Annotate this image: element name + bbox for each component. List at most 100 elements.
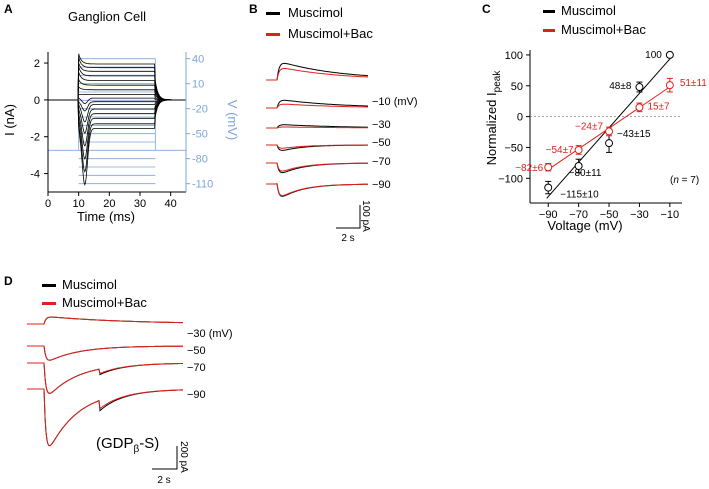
panel-d-scalebar-time: 2 s	[157, 475, 170, 486]
panel-c-point-bac	[574, 145, 583, 154]
panel-c-xtick-label: −10	[661, 209, 680, 221]
panel-d-annotation-post: -S)	[139, 435, 159, 452]
panel-a-y2tick-label: -50	[192, 129, 208, 141]
panel-a-current-traces	[48, 53, 186, 186]
panel-c-letter: C	[482, 2, 491, 16]
panel-a-xtick-label: 20	[103, 198, 115, 210]
panel-a-y2tick-label: 10	[192, 79, 204, 91]
panel-b-trace-muscimol	[266, 183, 368, 197]
panel-b-trace-label-10: −10 (mV)	[372, 96, 418, 108]
panel-b-trace-label-70: −70	[372, 156, 391, 168]
panel-b-legend-bac: Muscimol+Bac	[288, 26, 373, 41]
panel-d-legend-swatch-muscimol	[42, 284, 56, 287]
panel-b-trace-label-90: −90	[372, 179, 391, 191]
panel-a-y2tick-label: 40	[192, 54, 204, 66]
panel-b-scalebar-current: 100 pA	[360, 200, 371, 232]
panel-c-ytick-label: 50	[511, 81, 523, 93]
panel-a-xlabel: Time (ms)	[77, 209, 135, 224]
panel-d-legend-muscimol: Muscimol	[62, 277, 117, 292]
panel-c-xtick-label: −30	[630, 209, 649, 221]
panel-a-y2label: V (mV)	[225, 100, 240, 140]
panel-b-trace-bac	[266, 162, 368, 172]
panel-d-trace-label-30: −30 (mV)	[187, 328, 233, 340]
panel-c-point-bac	[635, 103, 644, 112]
panel-d-annotation-pre: (GDP	[96, 435, 134, 452]
panel-a-current-trace	[48, 99, 186, 147]
panel-b-legend-muscimol: Muscimol	[288, 5, 343, 20]
panel-c-point-muscimol	[605, 139, 614, 148]
panel-a-ylabel: I (nA)	[2, 104, 17, 136]
panel-c-ylabel-sub: peak	[492, 70, 503, 93]
panel-c-legend-bac: Muscimol+Bac	[561, 22, 646, 37]
panel-a-current-trace	[48, 97, 186, 105]
panel-c-plot: −90 −70 −50 −30 −10 100 50 0 −50 −100 −115±10 −80±1…	[498, 50, 707, 221]
panel-d-trace-bac	[27, 316, 183, 325]
panel-a-current-trace	[48, 99, 186, 186]
panel-b-trace-muscimol	[266, 124, 368, 129]
panel-c-point-bac	[544, 163, 553, 172]
panel-b-legend-swatch-muscimol	[266, 12, 280, 15]
panel-b-trace-bac	[266, 182, 369, 197]
panel-c-xtick-label: −90	[539, 209, 558, 221]
panel-b-trace-muscimol	[266, 62, 369, 81]
panel-b-trace-bac	[266, 68, 368, 81]
panel-c-point-label: −54±7	[546, 145, 574, 156]
panel-c-ytick-label: 0	[517, 112, 523, 124]
panel-c-ytick-label: −50	[504, 142, 523, 154]
panel-c-legend-swatch-bac	[543, 29, 555, 32]
panel-a-ytick-label: 0	[34, 95, 40, 107]
panel-c-xtick-label: −50	[600, 209, 619, 221]
panel-a-ytick-label: -2	[30, 132, 40, 144]
panel-a-xtick-label: 30	[134, 198, 146, 210]
panel-c-point-label: −43±15	[617, 129, 651, 140]
panel-c-point-muscimol	[574, 161, 583, 170]
panel-c-ylabel: Normalized I	[484, 92, 499, 165]
panel-c-n-label: (n = 7)	[670, 175, 699, 186]
panel-c-point-label: −24±7	[575, 121, 603, 132]
panel-c-point-muscimol	[544, 183, 553, 192]
panel-a-current-trace	[48, 99, 186, 173]
panel-d-letter: D	[4, 274, 13, 288]
panel-d-scalebar	[152, 446, 178, 470]
panel-c-point-label: 51±11	[680, 78, 707, 89]
panel-a-y2tick-label: -110	[192, 179, 213, 191]
panel-a-ytick-label: 2	[34, 58, 40, 70]
panel-c-xtick-label: −70	[569, 209, 588, 221]
panel-b-letter: B	[249, 2, 258, 16]
panel-c-ytick-label: 100	[505, 50, 523, 62]
panel-c-n-post: = 7)	[679, 175, 699, 186]
panel-a-xtick-label: 40	[165, 198, 177, 210]
panel-b-trace-label-30: −30	[372, 119, 391, 131]
panel-b-legend-swatch-bac	[266, 33, 280, 36]
panel-b-trace-muscimol	[266, 99, 368, 109]
panel-d-trace-label-50: −50	[187, 345, 206, 357]
panel-c-point-label: 15±7	[647, 101, 670, 112]
panel-c-point-label: −82±6	[515, 163, 543, 174]
panel-a-xtick-label: 0	[45, 198, 51, 210]
panel-c-point-label: 100	[645, 50, 662, 61]
panel-c-ylabel-group: Normalized Ipeak	[484, 70, 503, 166]
panel-d-trace-bac	[27, 362, 184, 394]
panel-c-point-bac	[665, 81, 674, 90]
panel-d-trace-label-90: −90	[187, 389, 206, 401]
panel-d-scalebar-current: 200 pA	[178, 441, 189, 473]
panel-d-legend-bac: Muscimol+Bac	[62, 295, 147, 310]
panel-c-point-muscimol	[665, 50, 674, 59]
panel-a-y2tick-label: -80	[192, 154, 208, 166]
panel-a-voltage-protocol	[48, 58, 186, 185]
panel-d-trace-label-70: −70	[187, 362, 206, 374]
panel-d-trace-bac	[27, 345, 183, 361]
panel-b-scalebar-time: 2 s	[341, 233, 354, 244]
panel-b-trace-label-50: −50	[372, 137, 391, 149]
panel-b-scalebar	[336, 205, 361, 229]
panel-d-traces	[27, 316, 184, 447]
panel-c-point-muscimol	[635, 83, 644, 92]
panel-c-legend-muscimol: Muscimol	[561, 3, 616, 18]
panel-d-trace-muscimol	[27, 362, 183, 394]
panel-a-ytick-label: -4	[30, 169, 40, 181]
panel-b-trace-bac	[266, 103, 368, 109]
panel-a-current-trace	[48, 72, 186, 101]
panel-a-current-trace	[48, 53, 186, 101]
